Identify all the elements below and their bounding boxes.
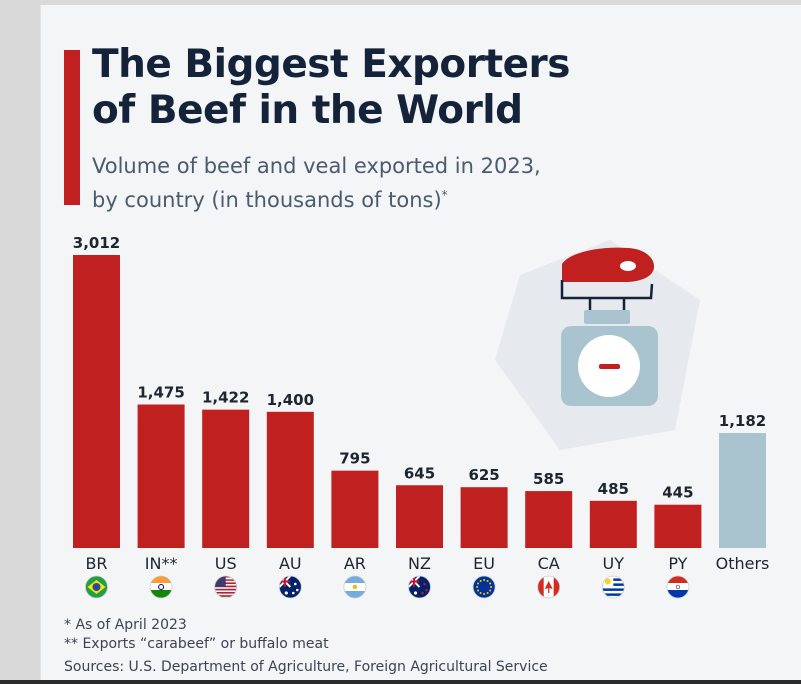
- bar-value-label: 1,422: [202, 389, 249, 407]
- title-line-2: of Beef in the World: [92, 88, 523, 133]
- category-label: CA: [538, 554, 560, 573]
- bar-value-label: 1,475: [137, 384, 184, 402]
- category-label: NZ: [408, 554, 431, 573]
- eu-flag-icon: [472, 575, 496, 599]
- bar-value-label: 795: [339, 450, 370, 468]
- category-label: PY: [668, 554, 687, 573]
- bar-uy: [589, 500, 637, 548]
- australia-flag-icon: [278, 575, 302, 599]
- bar-ca: [525, 491, 573, 548]
- category-label: US: [215, 554, 237, 573]
- bar-value-label: 645: [404, 464, 435, 482]
- argentina-flag-icon: [343, 575, 367, 599]
- subtitle-line-2: by country (in thousands of tons): [92, 188, 442, 212]
- bar-in: [137, 404, 185, 548]
- category-label: BR: [85, 554, 107, 573]
- bar-nz: [396, 485, 443, 548]
- footnote-as-of: * As of April 2023: [64, 617, 187, 633]
- bar-others: [719, 433, 766, 548]
- bar-br: [73, 255, 120, 548]
- bar-value-label: 3,012: [73, 234, 120, 252]
- category-label: AR: [344, 554, 366, 573]
- category-label: IN**: [145, 554, 178, 573]
- bar-au: [266, 411, 314, 548]
- subtitle-footnote-mark: *: [441, 188, 448, 202]
- india-flag-icon: [149, 575, 173, 599]
- bar-value-label: 485: [598, 480, 629, 498]
- bottom-strip: [0, 680, 801, 684]
- bar-us: [202, 409, 250, 548]
- subtitle-line-1: Volume of beef and veal exported in 2023…: [92, 154, 541, 178]
- category-label: EU: [473, 554, 495, 573]
- meat-on-scale-icon: [495, 240, 700, 450]
- title-accent-bar: [64, 50, 80, 205]
- category-label: Others: [716, 554, 770, 573]
- uruguay-flag-icon: [601, 575, 625, 599]
- paraguay-flag-icon: [666, 575, 690, 599]
- canada-flag-icon: [537, 575, 561, 599]
- bar-eu: [460, 487, 508, 548]
- bar-value-label: 585: [533, 470, 564, 488]
- bar-value-label: 1,400: [267, 391, 314, 409]
- bar-ar: [331, 470, 379, 548]
- footnote-carabeef: ** Exports “carabeef” or buffalo meat: [64, 636, 329, 652]
- sources-note: Sources: U.S. Department of Agriculture,…: [64, 659, 548, 675]
- chart-subtitle: Volume of beef and veal exported in 2023…: [92, 152, 652, 215]
- brazil-flag-icon: [85, 575, 108, 599]
- bar-value-label: 625: [468, 466, 499, 484]
- category-label: AU: [279, 554, 302, 573]
- new-zealand-flag-icon: [408, 575, 431, 599]
- bar-value-label: 445: [662, 484, 693, 502]
- chart-title: The Biggest Exporters of Beef in the Wor…: [92, 42, 692, 134]
- usa-flag-icon: [214, 575, 238, 599]
- bar-value-label: 1,182: [719, 412, 766, 430]
- bar-py: [654, 504, 702, 548]
- category-label: UY: [603, 554, 625, 573]
- title-line-1: The Biggest Exporters: [92, 42, 571, 87]
